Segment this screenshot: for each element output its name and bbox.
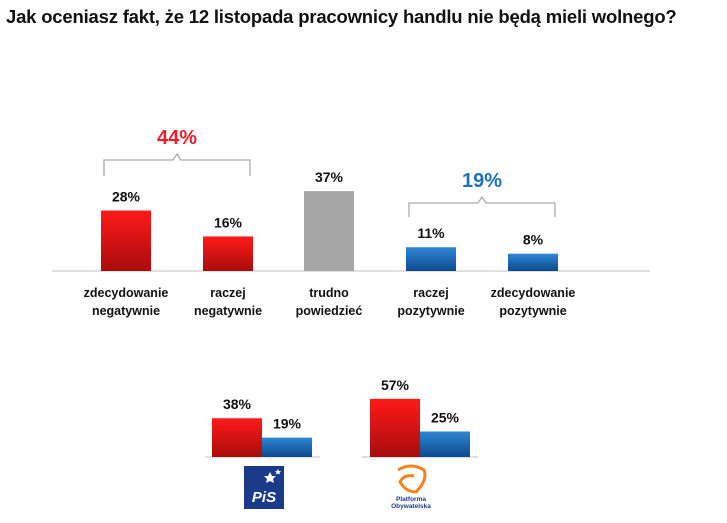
category-label-2-0: trudno [309, 286, 349, 300]
bar-3 [406, 247, 456, 271]
bar-value-label-2: 37% [315, 169, 344, 185]
group-total-label-0: 44% [157, 127, 197, 149]
category-label-4-1: pozytywnie [499, 304, 566, 318]
category-label-3-0: raczej [413, 286, 448, 300]
bar-2 [304, 191, 354, 271]
bar-value-label-1: 16% [214, 214, 243, 230]
party-bar-label-0-0: 38% [223, 396, 252, 412]
category-label-0-1: negatywnie [92, 304, 160, 318]
party-bar-label-1-0: 57% [381, 377, 410, 393]
party-bar-0-0 [212, 418, 262, 457]
party-bar-0-1 [262, 437, 312, 457]
party-bar-label-1-1: 25% [431, 410, 460, 426]
category-label-1-1: negatywnie [194, 304, 262, 318]
bar-4 [508, 253, 558, 271]
party-bar-1-1 [420, 431, 470, 457]
bar-0 [101, 210, 151, 271]
bar-value-label-4: 8% [523, 232, 544, 248]
pis-logo: PiS [244, 466, 284, 509]
group-bracket-1 [408, 195, 556, 217]
category-label-3-1: pozytywnie [397, 304, 464, 318]
svg-text:Obywatelska: Obywatelska [391, 503, 431, 510]
chart-title: Jak oceniasz fakt, że 12 listopada praco… [6, 6, 677, 27]
svg-text:PiS: PiS [252, 489, 276, 506]
category-label-2-1: powiedzieć [296, 304, 363, 318]
party-bar-1-0 [370, 398, 420, 457]
bar-value-label-0: 28% [112, 189, 141, 205]
party-bar-label-0-1: 19% [273, 416, 302, 432]
category-label-0-0: zdecydowanie [84, 286, 169, 300]
bar-1 [203, 236, 253, 271]
svg-text:Platforma: Platforma [396, 496, 426, 503]
category-label-4-0: zdecydowanie [491, 286, 576, 300]
group-total-label-1: 19% [462, 170, 502, 192]
category-label-1-0: raczej [210, 286, 245, 300]
po-logo: Platforma Obywatelska [391, 464, 431, 510]
bar-value-label-3: 11% [417, 225, 445, 241]
group-bracket-0 [103, 152, 251, 176]
